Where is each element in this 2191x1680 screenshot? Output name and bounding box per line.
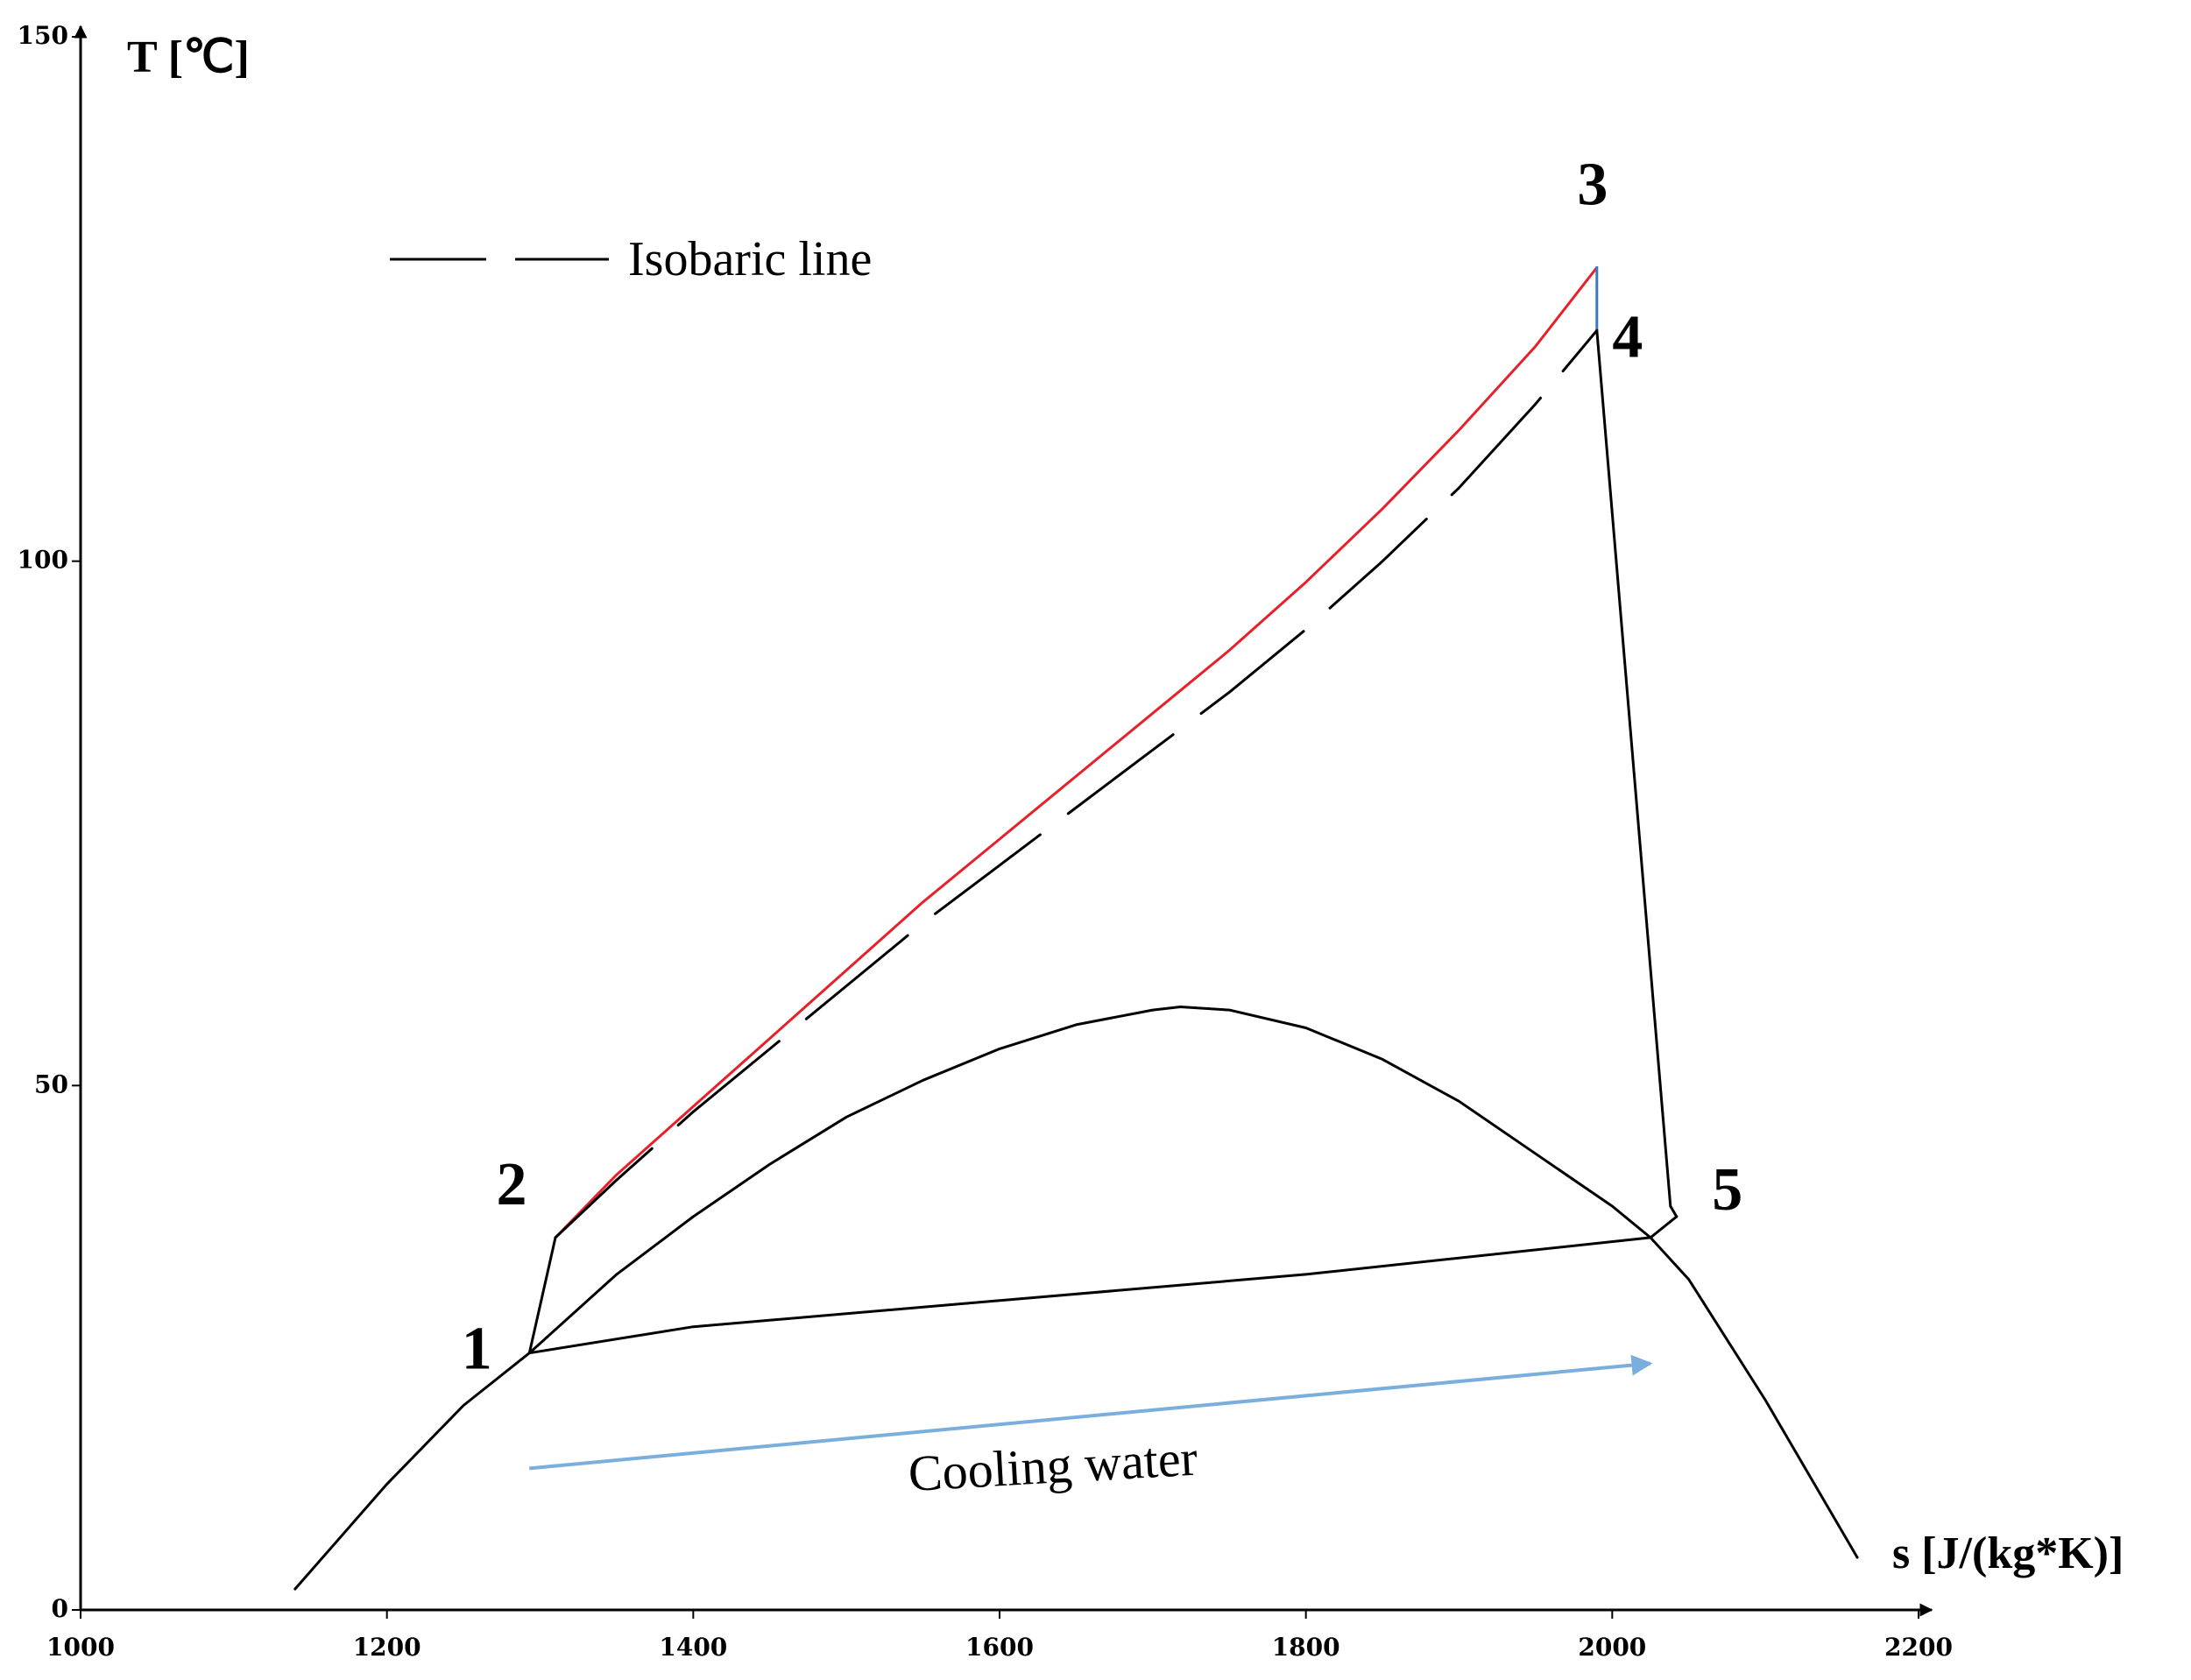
x-tick-label-2000: 2000	[1578, 1633, 1646, 1662]
y-axis-title: T [℃]	[127, 32, 250, 82]
legend-label-isobaric: Isobaric line	[628, 232, 872, 286]
x-ticks: 1000 1200 1400 1600 1800 2000 2200	[46, 1610, 1953, 1662]
y-tick-label-50: 50	[34, 1069, 68, 1098]
x-tick-label-1400: 1400	[659, 1633, 727, 1662]
x-tick-label-1200: 1200	[353, 1633, 421, 1662]
series-heating-2-3	[554, 265, 1599, 1239]
point-label-5: 5	[1712, 1156, 1742, 1224]
series-isobaric-line	[554, 328, 1599, 1239]
x-axis-title: s [J/(kg*K)]	[1892, 1528, 2124, 1578]
series-condensation-5-1	[527, 1215, 1679, 1355]
series-expansion-4-5	[1595, 328, 1679, 1218]
y-ticks: 0 50 100 150	[18, 21, 81, 1623]
x-tick-label-1000: 1000	[46, 1633, 115, 1662]
point-label-4: 4	[1612, 303, 1643, 371]
y-tick-label-150: 150	[18, 21, 68, 50]
series-layer	[293, 265, 1859, 1591]
point-label-3: 3	[1577, 151, 1608, 218]
x-tick-label-1800: 1800	[1272, 1633, 1340, 1662]
series-saturation-dome	[293, 1006, 1859, 1591]
x-tick-label-2200: 2200	[1884, 1633, 1953, 1662]
y-tick-label-0: 0	[52, 1594, 68, 1623]
legend: Isobaric line	[390, 232, 872, 286]
point-labels: 1 2 3 4 5	[462, 151, 1743, 1382]
point-label-2: 2	[496, 1151, 527, 1218]
series-cooling-water	[529, 1354, 1653, 1471]
point-label-1: 1	[462, 1316, 492, 1383]
y-tick-label-100: 100	[18, 546, 68, 575]
series-process-1-2	[527, 1236, 557, 1355]
x-tick-label-1600: 1600	[965, 1633, 1034, 1662]
cooling-water-label: Cooling water	[907, 1429, 1198, 1502]
